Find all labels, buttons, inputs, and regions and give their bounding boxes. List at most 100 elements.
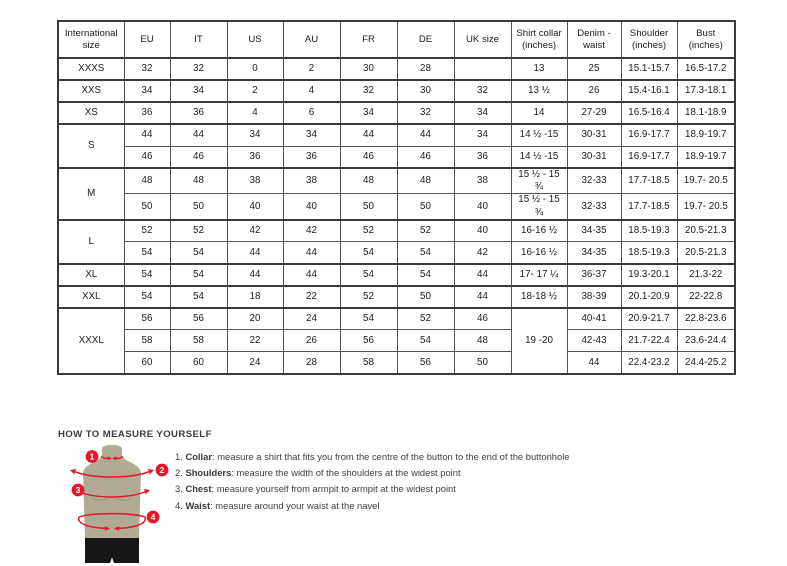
value-cell: 34 xyxy=(226,123,284,147)
value-cell: 38 xyxy=(226,167,284,195)
table-row: 50 50 40 40 50 50 40 15 ½ - 15 ¾ 32-33 17.7-18.5 1… xyxy=(58,193,736,221)
value-cell: 28 xyxy=(282,351,341,375)
badge-chest: 3 xyxy=(71,483,85,497)
value-cell: 54 xyxy=(169,241,228,265)
value-cell: 46 xyxy=(123,145,171,169)
value-cell: 44 xyxy=(339,123,398,147)
size-label: XXXL xyxy=(57,306,125,375)
value-cell: 52 xyxy=(169,218,228,243)
value-cell: 14 ½ -15 xyxy=(510,145,568,169)
column-header: DE xyxy=(396,20,455,59)
value-cell: 52 xyxy=(339,284,398,309)
value-cell: 54 xyxy=(339,241,398,265)
value-cell: 50 xyxy=(339,193,398,221)
instruction-number: 1. xyxy=(175,451,186,462)
value-cell: 46 xyxy=(339,145,398,169)
value-cell: 18.5-19.3 xyxy=(620,241,678,265)
value-cell: 54 xyxy=(396,262,455,287)
column-header: Denim - waist xyxy=(566,20,622,59)
table-row: XL 54 54 44 44 54 54 44 17- 17 ¼ 36-37 19.3-20.1 21… xyxy=(57,262,736,287)
value-cell: 16.9-17.7 xyxy=(620,123,678,147)
value-cell: 56 xyxy=(339,329,398,353)
value-cell: 17- 17 ¼ xyxy=(510,262,568,287)
value-cell: 26 xyxy=(566,79,622,103)
value-cell: 2 xyxy=(282,57,341,81)
value-cell: 60 xyxy=(169,351,228,375)
value-cell: 18-18 ½ xyxy=(510,284,568,309)
table-row: 58 58 22 26 56 54 48 42-43 21.7-22.4 23.6-24.4 xyxy=(58,329,736,353)
value-cell: 48 xyxy=(339,167,398,195)
table-row: L 52 52 42 42 52 52 40 16-16 ½ 34-35 18.5-19.3 20.5… xyxy=(57,218,736,265)
value-cell: 22-22.8 xyxy=(676,284,736,309)
value-cell: 20.5-21.3 xyxy=(676,218,736,243)
value-cell: 26 xyxy=(282,329,341,353)
value-cell: 60 xyxy=(123,351,171,375)
value-cell: 44 xyxy=(226,262,284,287)
value-cell: 42 xyxy=(282,218,341,243)
value-cell: 48 xyxy=(169,167,228,195)
value-cell: 20 xyxy=(226,306,284,331)
table-row: 60 60 24 28 58 56 50 44 22.4-23.2 24.4-25.2 xyxy=(58,351,736,375)
badge-2-number: 2 xyxy=(160,465,165,475)
waist-measure-line xyxy=(78,516,106,530)
value-cell: 44 xyxy=(282,262,341,287)
value-cell: 15 ½ - 15 ¾ xyxy=(510,193,568,221)
value-cell: 34-35 xyxy=(566,218,622,243)
chest-contour-left xyxy=(91,497,109,501)
value-cell: 52 xyxy=(396,218,455,243)
value-cell: 4 xyxy=(226,101,284,125)
value-cell: 40 xyxy=(282,193,341,221)
value-cell: 34-35 xyxy=(566,241,622,265)
value-cell: 36 xyxy=(169,101,228,125)
mannequin-figure: 1 2 3 4 xyxy=(62,445,174,564)
value-cell: 44 xyxy=(453,284,512,309)
size-chart-section: International size EU IT US AU FR DE UK size Shi… xyxy=(57,20,736,375)
value-cell: 58 xyxy=(339,351,398,375)
value-cell: 46 xyxy=(396,145,455,169)
value-cell: 15 ½ - 15 ¾ xyxy=(510,167,568,195)
value-cell: 32 xyxy=(339,79,398,103)
value-cell: 56 xyxy=(123,306,171,331)
table-row: XXL 54 54 18 22 52 50 44 18-18 ½ 38-39 20.1-20.9 22… xyxy=(57,284,736,309)
shoulder-measure-line xyxy=(72,470,152,478)
value-cell: 21.3-22 xyxy=(676,262,736,287)
value-cell: 25 xyxy=(566,57,622,81)
value-cell: 50 xyxy=(396,284,455,309)
value-cell: 46 xyxy=(169,145,228,169)
instruction-number: 4. xyxy=(175,499,186,511)
table-row: M 48 48 38 38 48 48 38 15 ½ - 15 ¾ 32-33 17.7-18.5… xyxy=(57,167,736,221)
value-cell: 32 xyxy=(123,57,171,81)
measure-instructions-list: 1. Collar: measure a shirt that fits you… xyxy=(175,449,735,514)
value-cell: 14 xyxy=(510,101,568,125)
measure-instruction: 2. Shoulders: measure the width of the s… xyxy=(175,465,735,481)
instruction-number: 2. xyxy=(175,467,186,479)
shorts-shape xyxy=(85,538,139,563)
column-header: UK size xyxy=(453,20,512,59)
value-cell: 48 xyxy=(396,167,455,195)
value-cell: 13 ½ xyxy=(510,79,568,103)
badge-4-number: 4 xyxy=(151,512,156,522)
size-label: XXL xyxy=(57,284,125,309)
value-cell: 2 xyxy=(226,79,284,103)
value-cell: 24.4-25.2 xyxy=(676,351,736,375)
column-header: US xyxy=(226,20,284,59)
measure-heading: HOW TO MEASURE YOURSELF xyxy=(58,429,212,440)
chest-contour-right xyxy=(115,497,133,501)
table-body: XXXS 32 32 0 2 30 28 13 25 15.1-15.7 16.5-17.2 XXS 3… xyxy=(57,57,736,375)
column-header: EU xyxy=(123,20,171,59)
value-cell: 24 xyxy=(226,351,284,375)
value-cell: 22.8-23.6 xyxy=(676,306,736,331)
value-cell: 36 xyxy=(453,145,512,169)
instruction-text: : measure around your waist at the navel xyxy=(210,499,380,511)
value-cell: 40 xyxy=(453,193,512,221)
value-cell: 44 xyxy=(123,123,171,147)
value-cell: 38 xyxy=(453,167,512,195)
measure-instruction: 4. Waist: measure around your waist at t… xyxy=(175,498,735,514)
value-cell: 14 ½ -15 xyxy=(510,123,568,147)
badge-collar: 1 xyxy=(85,450,99,463)
value-cell: 32-33 xyxy=(566,193,622,221)
instruction-text: : measure a shirt that fits you from the… xyxy=(212,451,570,462)
size-chart-table: International size EU IT US AU FR DE UK size Shi… xyxy=(57,20,736,375)
value-cell: 48 xyxy=(123,167,171,195)
